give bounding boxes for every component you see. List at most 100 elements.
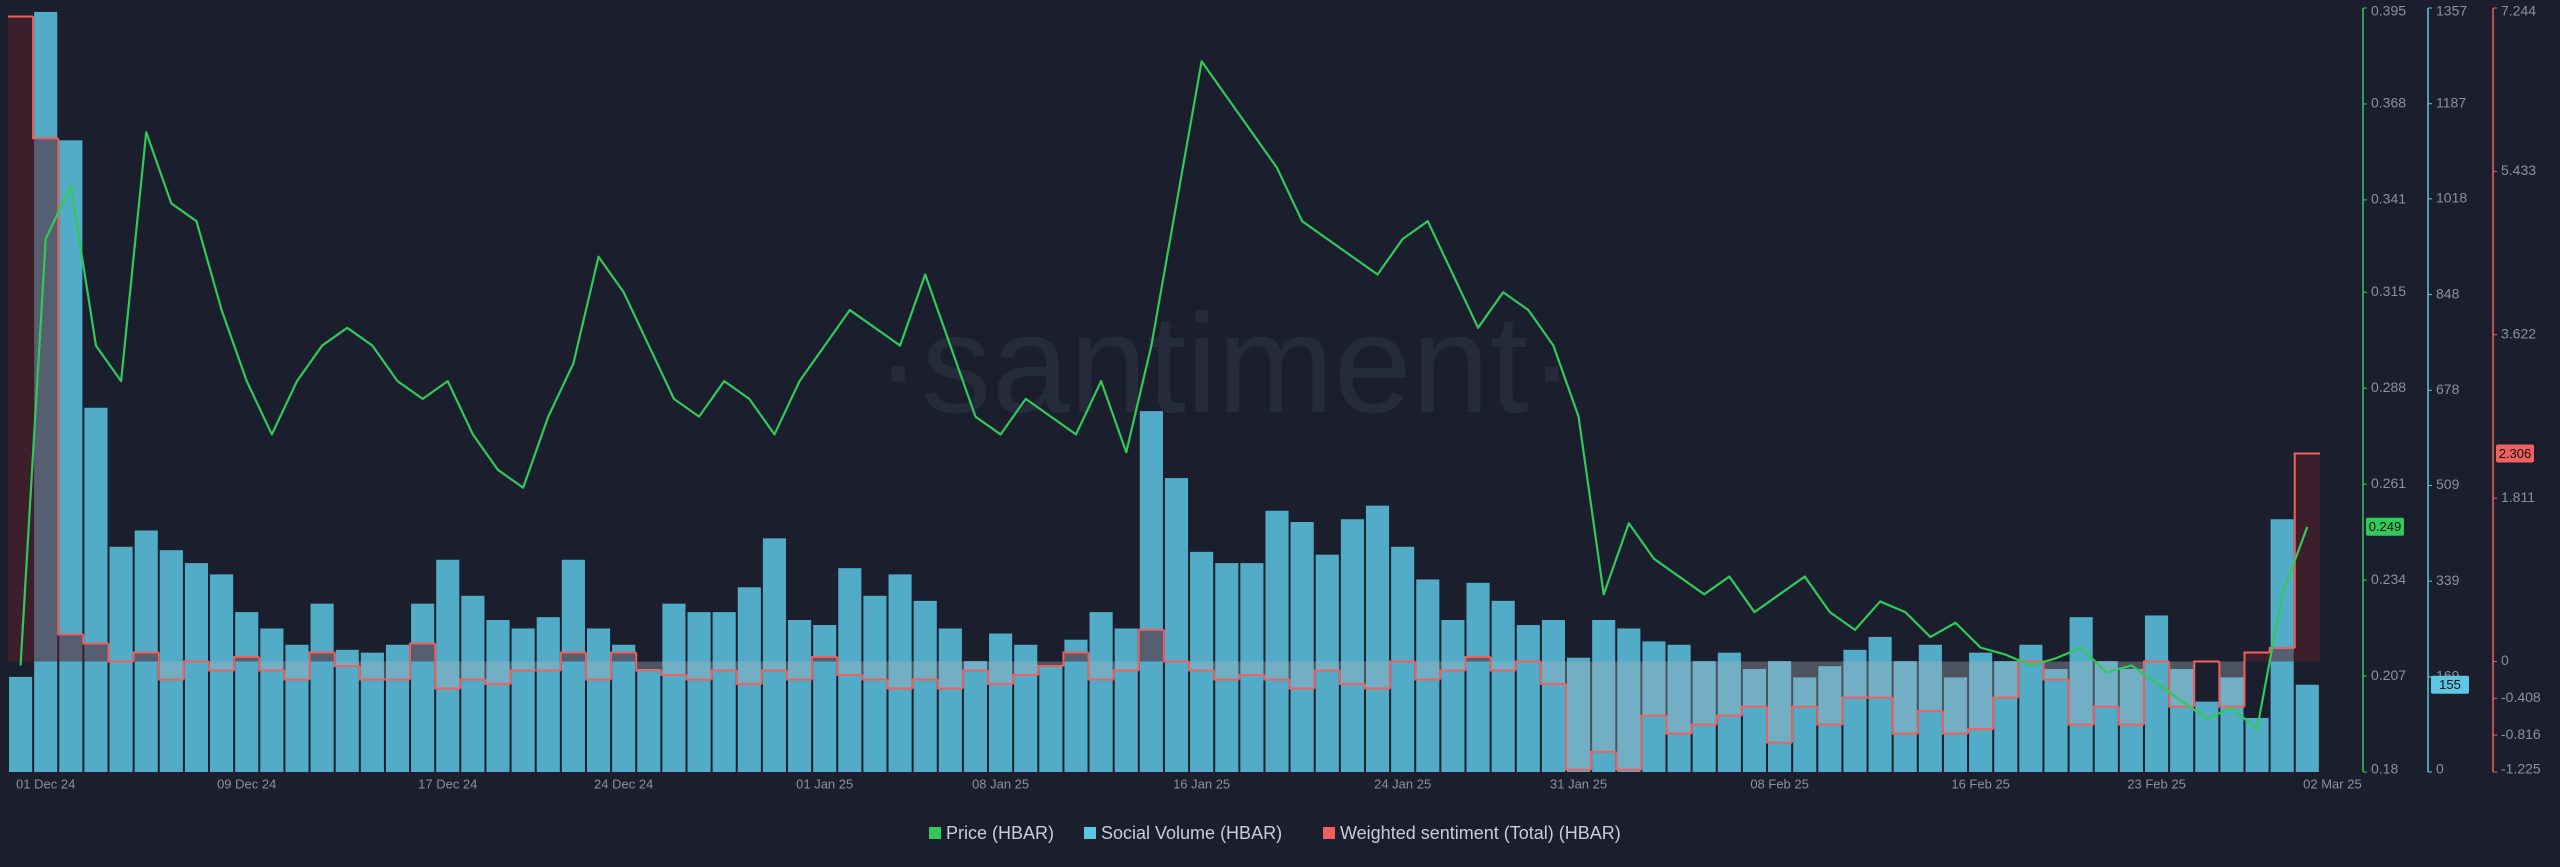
sentiment-step [2092,705,2119,725]
sentiment-area [1013,661,1039,676]
volume-bar [2270,519,2294,772]
sentiment-step [936,679,963,690]
volume-bar [637,668,661,772]
volume-bar [1064,639,1088,772]
volume-bar [1491,600,1515,772]
sentiment-area [1038,661,1064,667]
x-tick-label: 09 Dec 24 [217,776,276,791]
x-tick-label: 08 Jan 25 [972,776,1029,791]
volume-bar [1315,554,1339,772]
sentiment-step [1640,714,1667,770]
sentiment-step [811,655,838,680]
sentiment-area [988,661,1014,685]
volume-bar [1215,563,1239,772]
sentiment-area [1792,661,1818,707]
sentiment-step [685,675,712,681]
sentiment-area [1113,661,1139,671]
sentiment-step [283,670,310,681]
sentiment-area [2043,661,2069,680]
sentiment-area [711,661,737,671]
volume-bar [1918,644,1942,772]
sentiment-step [961,669,989,689]
volume-bar [561,559,585,772]
sentiment-area [1490,661,1516,671]
sentiment-step [1916,710,1943,734]
price-line [19,60,2309,731]
volume-bar [1893,661,1917,772]
volume-bar [662,603,686,772]
sentiment-step [1489,656,1516,672]
sentiment-step [584,652,612,681]
sentiment-step [1162,629,1190,663]
volume-bar [159,550,183,772]
sentiment-step [1791,705,1818,743]
volume-bar [1843,649,1867,772]
volume-bar [2094,661,2118,772]
y-tick-label: 0.234 [2371,571,2406,587]
sentiment-step [735,670,762,686]
sentiment-step [1414,661,1441,681]
sentiment-area [686,661,712,680]
volume-bar [2170,668,2194,772]
sentiment-area [2068,661,2094,725]
volume-bar [1340,519,1364,772]
volume-bar [1818,666,1842,772]
sentiment-area [1666,661,1692,734]
sentiment-area [410,643,436,662]
volume-bar [59,140,83,772]
y-tick-label: 1357 [2436,3,2467,19]
y-tick-label: 0.315 [2371,283,2406,299]
sentiment-step [987,670,1014,686]
volume-bar [2144,615,2169,772]
x-tick-label: 24 Dec 24 [594,776,653,791]
volume-bar [1642,641,1666,772]
sentiment-area [1364,661,1391,689]
volume-bar [1190,551,1214,772]
volume-bar [1290,522,1314,772]
y-tick-label: 0.207 [2371,667,2406,683]
sentiment-step [57,138,84,636]
volume-bar [1391,546,1415,772]
sentiment-step [2218,661,2245,708]
sentiment-step [1288,679,1315,690]
sentiment-step [1992,696,2019,730]
sentiment-area [535,661,561,671]
sentiment-step [610,651,637,680]
sentiment-step [1514,660,1541,671]
watermark: ·santiment· [875,285,1575,442]
volume-bar [109,546,133,772]
sentiment-area [837,661,863,676]
volume-bar [913,600,937,772]
sentiment-step [409,642,436,680]
value-badge [2496,444,2534,463]
sentiment-step [434,643,461,690]
sentiment-step [1363,684,1391,690]
sentiment-area [1540,661,1566,685]
sentiment-area [2269,647,2295,662]
x-tick-label: 08 Feb 25 [1750,776,1809,791]
sentiment-step [2243,651,2270,707]
sentiment-area [1063,652,1089,662]
volume-bar [1014,644,1038,772]
value-badge-label: 155 [2439,677,2461,692]
sentiment-area [1440,661,1466,671]
sentiment-step [107,643,134,663]
sentiment-step [509,669,536,685]
y-tick-label: 0 [2501,652,2509,668]
sentiment-step [1766,706,1793,744]
sentiment-step [1238,674,1265,680]
volume-bar [1039,666,1063,772]
volume-bar [411,603,435,772]
sentiment-step [1389,660,1416,689]
y-tick-label: 0.261 [2371,475,2406,491]
y-tick-label: 7.244 [2501,3,2536,19]
sentiment-area [334,661,360,667]
y-tick-label: 339 [2436,572,2460,588]
sentiment-area [736,661,762,685]
sentiment-step [1137,628,1164,671]
sentiment-step [2293,452,2320,648]
volume-bar [863,595,887,772]
volume-bar [1943,677,1968,772]
sentiment-area [1842,661,1868,698]
sentiment-area [560,652,586,662]
